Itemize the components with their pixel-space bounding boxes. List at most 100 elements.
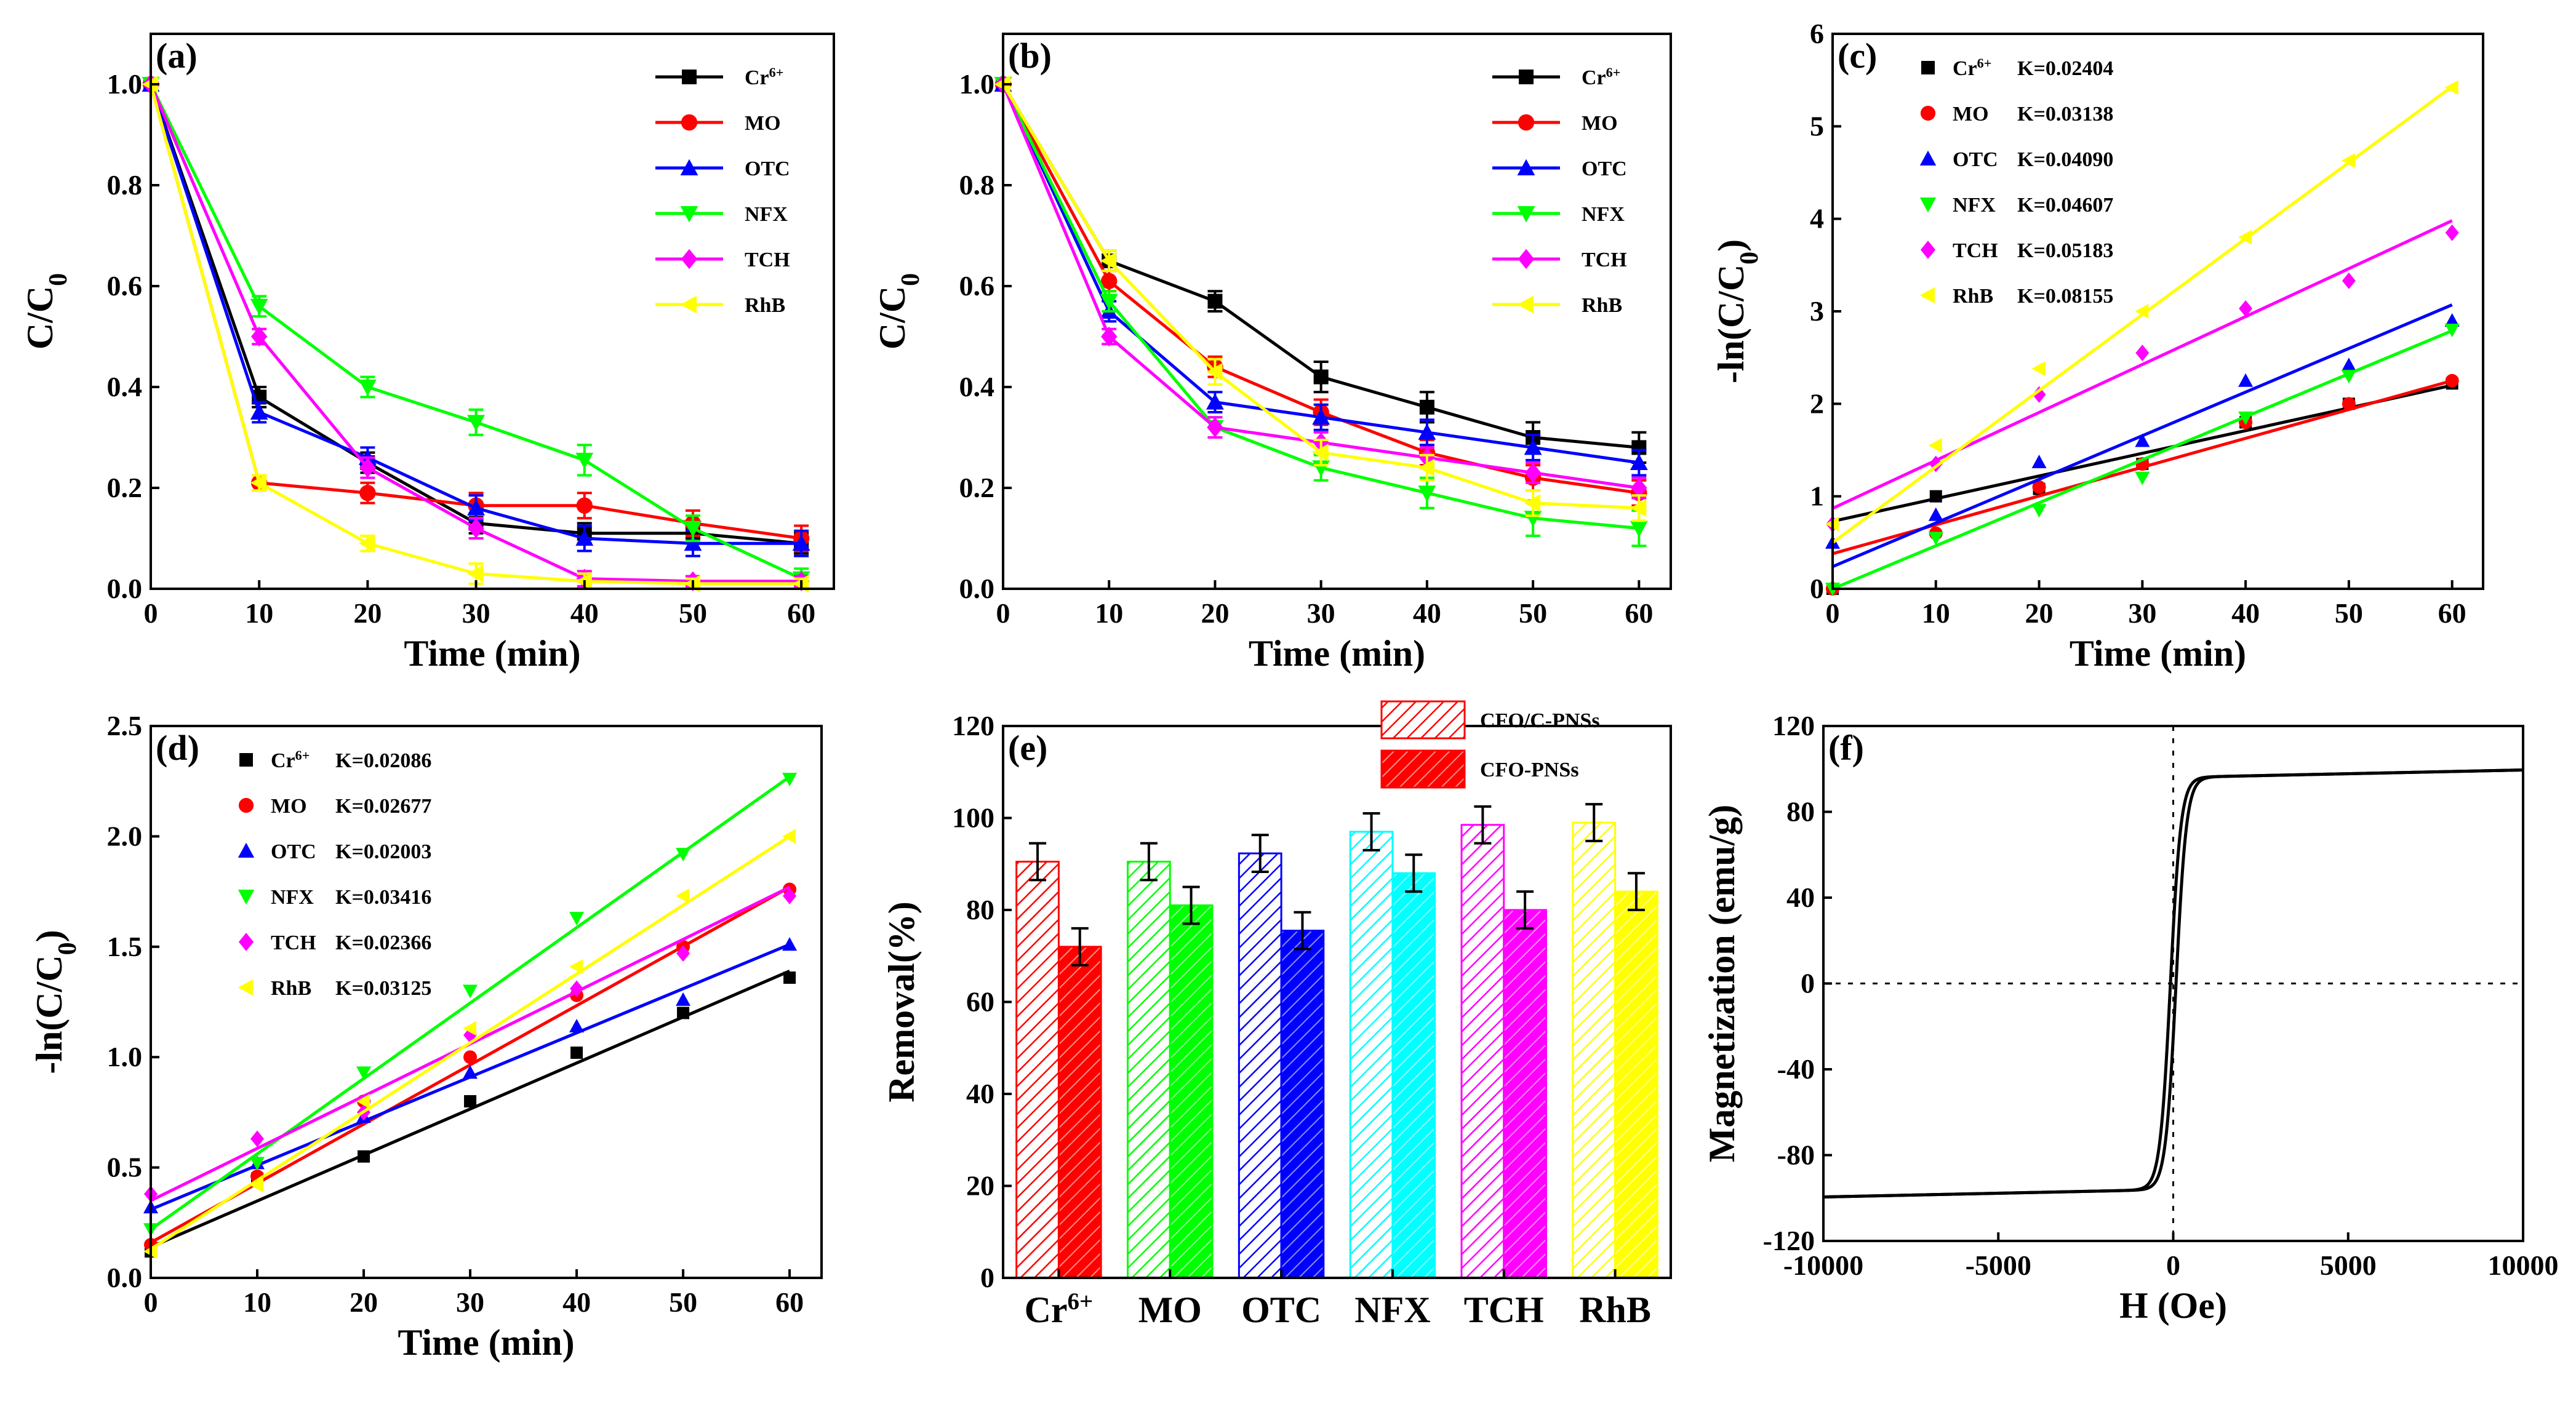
y-axis-label: C/C0 — [20, 273, 73, 349]
data-point — [2238, 229, 2252, 245]
data-point — [1630, 453, 1648, 470]
y-tick-label: -120 — [1763, 1225, 1815, 1256]
legend-k-value: K=0.05183 — [2017, 239, 2113, 262]
x-tick-label: 50 — [669, 1286, 697, 1318]
x-tick-label: 10 — [1922, 597, 1950, 629]
y-tick-label: 0.2 — [959, 472, 995, 503]
series-otc — [994, 75, 1648, 477]
legend-label-base: Cr — [745, 66, 769, 89]
y-axis-label-sub: 0 — [1735, 252, 1764, 265]
data-point — [1524, 439, 1542, 455]
x-tick-label: 10 — [243, 1286, 271, 1318]
y-tick-label: 0.8 — [107, 169, 143, 201]
x-tick-label: 20 — [350, 1286, 378, 1318]
plot-frame — [1002, 33, 1672, 590]
data-point — [2239, 300, 2253, 317]
data-point — [782, 829, 796, 844]
x-tick-label: 10 — [1095, 597, 1123, 629]
panel-label: (b) — [1008, 36, 1052, 76]
legend-k-value: K=0.02003 — [335, 840, 431, 863]
legend-k-value: K=0.03138 — [2017, 103, 2113, 126]
fit-line — [1832, 329, 2453, 591]
y-tick-label: 60 — [966, 986, 994, 1018]
data-point — [1929, 490, 1942, 503]
data-point — [2341, 357, 2356, 372]
data-point — [677, 1007, 690, 1019]
bar-otc-cfo-c — [1238, 852, 1282, 1279]
data-point — [783, 971, 796, 984]
y-tick-label: 2.0 — [107, 820, 143, 852]
y-tick-label: 0.4 — [959, 371, 995, 402]
data-point — [783, 887, 797, 904]
legend-k-value: K=0.04090 — [2017, 148, 2113, 171]
x-tick-label: -5000 — [1966, 1250, 2031, 1281]
y-tick-label: 0.0 — [959, 573, 995, 604]
x-tick-label: 10 — [245, 597, 273, 629]
legend-label: CFO-PNSs — [1480, 759, 1579, 781]
y-tick-label: 120 — [952, 710, 994, 741]
data-point — [250, 1130, 265, 1147]
legend-label: NFX — [1582, 203, 1625, 226]
data-point — [1313, 369, 1329, 385]
fit-line — [150, 969, 791, 1249]
bar-cr6plus-cfo — [1057, 946, 1102, 1279]
x-tick-label: 10000 — [2488, 1250, 2559, 1281]
data-point — [792, 534, 810, 551]
bar-rhb-cfo — [1614, 890, 1658, 1279]
bar-nfx-cfo — [1391, 872, 1436, 1279]
x-tick-label: 60 — [775, 1286, 804, 1318]
data-point — [1100, 293, 1118, 310]
y-axis-label-base: -ln(C/C — [29, 955, 70, 1074]
data-point — [358, 1150, 370, 1163]
plot-frame — [150, 725, 823, 1279]
legend-marker — [238, 797, 254, 813]
data-point — [1928, 532, 1943, 546]
bar-nfx-cfo-c — [1349, 831, 1394, 1279]
x-axis-label: Time (min) — [1249, 633, 1425, 674]
y-tick-label: 0 — [1810, 573, 1824, 604]
legend-label-sup: 6+ — [1606, 65, 1621, 80]
legend-label: CFO/C-PNSs — [1480, 709, 1600, 732]
data-point — [2342, 272, 2356, 289]
legend-label: OTC — [1953, 148, 1998, 171]
x-tick-label: 60 — [1625, 597, 1653, 629]
y-axis-label-base: -ln(C/C — [1711, 265, 1751, 383]
hysteresis-branch-down — [1823, 768, 2524, 1199]
legend-label-sup: 6+ — [295, 748, 310, 763]
x-tick-label: 0 — [2166, 1250, 2180, 1281]
y-axis-label: Magnetization (emu/g) — [1702, 805, 1742, 1163]
category-label: TCH — [1464, 1290, 1544, 1330]
data-point — [1312, 408, 1330, 425]
y-tick-label: 3 — [1810, 295, 1824, 327]
x-tick-label: 30 — [1307, 597, 1335, 629]
legend-label: TCH — [1953, 239, 1998, 262]
series-nfx — [1825, 324, 2460, 596]
x-tick-label: 50 — [679, 597, 707, 629]
y-axis-label-rest: ) — [29, 930, 70, 942]
x-tick-label: 20 — [353, 597, 382, 629]
data-point — [676, 888, 690, 904]
y-tick-label: 1.5 — [107, 931, 143, 962]
panel-b: 0.0 0.2 0.4 0.6 0.8 1.0 0 10 20 30 40 50 60 Time (min… — [872, 33, 1672, 674]
legend-label: RhB — [745, 294, 785, 317]
data-point — [2135, 345, 2150, 362]
category-label: Cr6+ — [1025, 1288, 1094, 1331]
y-axis-label-rest: ) — [1711, 239, 1751, 252]
data-point — [2342, 397, 2356, 411]
data-point — [468, 518, 484, 538]
data-point — [463, 984, 478, 999]
legend-label-base: Cr — [271, 749, 295, 772]
x-tick-label: 0 — [1826, 597, 1840, 629]
y-tick-label: 1.0 — [107, 68, 143, 100]
data-point — [1419, 399, 1434, 415]
series-cr6plus — [145, 969, 796, 1258]
y-tick-label: 20 — [966, 1170, 994, 1202]
data-point — [570, 980, 584, 997]
legend-marker — [238, 842, 255, 858]
data-point — [356, 1066, 372, 1080]
series-tch — [994, 74, 1647, 500]
data-point — [358, 380, 377, 396]
series-nfx — [143, 773, 798, 1237]
data-point — [467, 499, 485, 516]
